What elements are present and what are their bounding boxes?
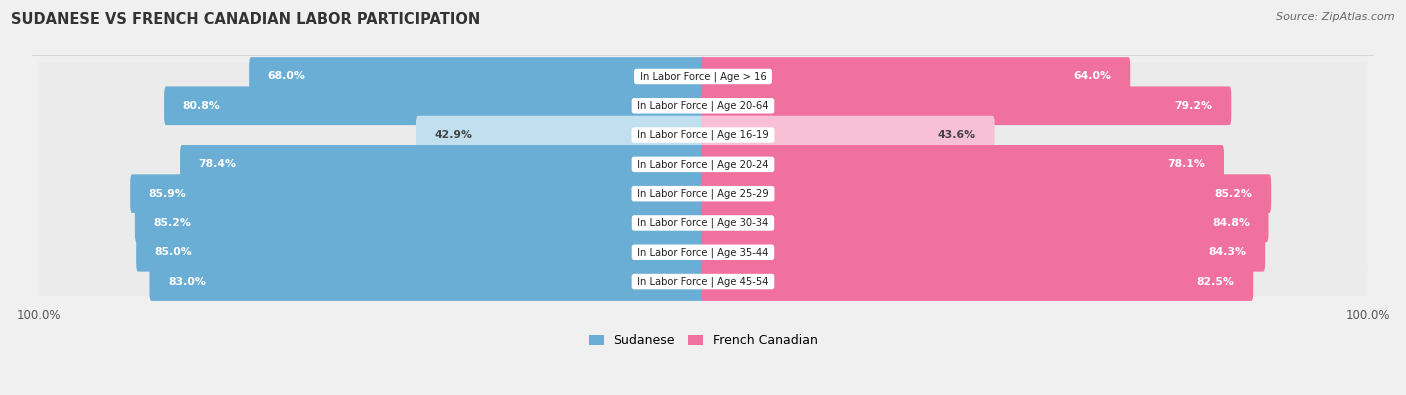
- FancyBboxPatch shape: [38, 120, 1368, 150]
- Text: 84.8%: 84.8%: [1212, 218, 1250, 228]
- Text: 43.6%: 43.6%: [938, 130, 976, 140]
- Legend: Sudanese, French Canadian: Sudanese, French Canadian: [583, 329, 823, 352]
- FancyBboxPatch shape: [702, 87, 1232, 125]
- FancyBboxPatch shape: [135, 204, 704, 242]
- FancyBboxPatch shape: [38, 150, 1368, 179]
- Text: In Labor Force | Age 20-24: In Labor Force | Age 20-24: [634, 159, 772, 169]
- FancyBboxPatch shape: [38, 62, 1368, 91]
- Text: 42.9%: 42.9%: [434, 130, 472, 140]
- Text: 78.1%: 78.1%: [1167, 159, 1205, 169]
- Text: 85.2%: 85.2%: [1215, 189, 1253, 199]
- FancyBboxPatch shape: [702, 233, 1265, 272]
- Text: 84.3%: 84.3%: [1209, 247, 1247, 257]
- FancyBboxPatch shape: [149, 262, 704, 301]
- Text: 64.0%: 64.0%: [1074, 71, 1112, 81]
- Text: In Labor Force | Age > 16: In Labor Force | Age > 16: [637, 71, 769, 82]
- FancyBboxPatch shape: [180, 145, 704, 184]
- Text: In Labor Force | Age 20-64: In Labor Force | Age 20-64: [634, 100, 772, 111]
- Text: SUDANESE VS FRENCH CANADIAN LABOR PARTICIPATION: SUDANESE VS FRENCH CANADIAN LABOR PARTIC…: [11, 12, 481, 27]
- FancyBboxPatch shape: [131, 174, 704, 213]
- Text: In Labor Force | Age 25-29: In Labor Force | Age 25-29: [634, 188, 772, 199]
- Text: In Labor Force | Age 30-34: In Labor Force | Age 30-34: [634, 218, 772, 228]
- FancyBboxPatch shape: [702, 174, 1271, 213]
- Text: 68.0%: 68.0%: [267, 71, 305, 81]
- FancyBboxPatch shape: [702, 262, 1253, 301]
- FancyBboxPatch shape: [38, 208, 1368, 238]
- Text: In Labor Force | Age 16-19: In Labor Force | Age 16-19: [634, 130, 772, 140]
- FancyBboxPatch shape: [702, 145, 1225, 184]
- FancyBboxPatch shape: [702, 57, 1130, 96]
- FancyBboxPatch shape: [702, 116, 994, 154]
- Text: In Labor Force | Age 35-44: In Labor Force | Age 35-44: [634, 247, 772, 258]
- Text: Source: ZipAtlas.com: Source: ZipAtlas.com: [1277, 12, 1395, 22]
- FancyBboxPatch shape: [38, 238, 1368, 267]
- FancyBboxPatch shape: [136, 233, 704, 272]
- Text: In Labor Force | Age 45-54: In Labor Force | Age 45-54: [634, 276, 772, 287]
- FancyBboxPatch shape: [38, 267, 1368, 296]
- Text: 85.2%: 85.2%: [153, 218, 191, 228]
- FancyBboxPatch shape: [416, 116, 704, 154]
- FancyBboxPatch shape: [165, 87, 704, 125]
- Text: 83.0%: 83.0%: [169, 276, 205, 286]
- FancyBboxPatch shape: [38, 179, 1368, 208]
- Text: 80.8%: 80.8%: [183, 101, 221, 111]
- Text: 85.0%: 85.0%: [155, 247, 193, 257]
- Text: 79.2%: 79.2%: [1174, 101, 1212, 111]
- Text: 82.5%: 82.5%: [1197, 276, 1234, 286]
- FancyBboxPatch shape: [702, 204, 1268, 242]
- FancyBboxPatch shape: [249, 57, 704, 96]
- Text: 85.9%: 85.9%: [149, 189, 187, 199]
- FancyBboxPatch shape: [38, 91, 1368, 120]
- Text: 78.4%: 78.4%: [198, 159, 236, 169]
